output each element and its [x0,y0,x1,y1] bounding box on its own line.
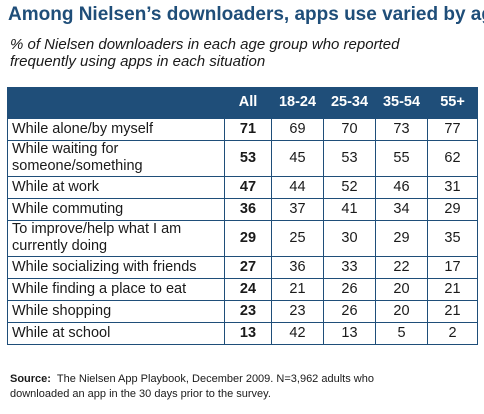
value-cell: 34 [375,197,428,221]
value-cell: 29 [427,197,478,221]
row-label-line: While finding a place to eat [12,280,187,297]
value-cell-all: 29 [224,219,272,257]
header-cell: 18-24 [271,87,324,118]
value-cell: 21 [271,277,324,301]
row-label-line: While commuting [12,200,124,217]
row-label-line: While at work [12,178,100,195]
row-label: While alone/by myself [7,117,225,141]
source-text-line: downloaded an app in the 30 days prior t… [10,388,271,400]
row-label-line: While at school [12,324,111,341]
row-label-line: To improve/help what I am [12,221,182,237]
value-cell: 37 [271,197,324,221]
table-row: While alone/by myself 71 69 70 73 77 [7,117,478,141]
value-cell: 62 [427,139,478,177]
value-cell: 13 [323,321,376,345]
table-header-row: All 18-24 25-34 35-54 55+ [7,87,478,118]
value-cell: 70 [323,117,376,141]
value-cell-all: 23 [224,299,272,323]
row-label-line: While alone/by myself [12,120,154,137]
table-row: While at school 13 42 13 5 2 [7,321,478,345]
value-cell: 77 [427,117,478,141]
value-cell: 41 [323,197,376,221]
value-cell-all: 71 [224,117,272,141]
value-cell: 21 [427,299,478,323]
value-cell: 21 [427,277,478,301]
value-cell: 20 [375,277,428,301]
value-cell: 35 [427,219,478,257]
table-row: To improve/help what I am currently doing… [7,219,478,257]
row-label: While shopping [7,299,225,323]
table-row: While at work 47 44 52 46 31 [7,175,478,199]
value-cell: 55 [375,139,428,177]
row-label: While at work [7,175,225,199]
subtitle-line: % of Nielsen downloaders in each age gro… [10,36,400,53]
table-row: While waiting for someone/something 53 45 53… [7,139,478,177]
row-label: While commuting [7,197,225,221]
table-row: While commuting 36 37 41 34 29 [7,197,478,221]
row-label-line: While shopping [12,302,112,319]
header-cell-blank [7,87,225,118]
value-cell: 31 [427,175,478,199]
value-cell: 17 [427,255,478,279]
header-cell: All [224,87,272,118]
value-cell: 26 [323,277,376,301]
value-cell: 73 [375,117,428,141]
value-cell: 5 [375,321,428,345]
value-cell: 30 [323,219,376,257]
value-cell: 46 [375,175,428,199]
value-cell: 53 [323,139,376,177]
row-label: While waiting for someone/something [7,139,225,177]
value-cell-all: 47 [224,175,272,199]
value-cell: 23 [271,299,324,323]
value-cell: 44 [271,175,324,199]
value-cell: 22 [375,255,428,279]
header-cell: 55+ [427,87,478,118]
value-cell-all: 36 [224,197,272,221]
table-body: While alone/by myself 71 69 70 73 77 While wai… [7,117,478,345]
value-cell: 69 [271,117,324,141]
chart-subtitle: % of Nielsen downloaders in each age gro… [10,36,480,70]
value-cell: 52 [323,175,376,199]
value-cell: 26 [323,299,376,323]
source-text-line: The Nielsen App Playbook, December 2009.… [56,373,374,385]
chart-title: Among Nielsen’s downloaders, apps use va… [8,4,484,25]
value-cell: 20 [375,299,428,323]
row-label-line: While socializing with friends [12,258,197,275]
value-cell: 42 [271,321,324,345]
source-note: Source: The Nielsen App Playbook, Decemb… [10,372,480,402]
header-cell: 35-54 [375,87,428,118]
table-row: While finding a place to eat 24 21 26 20 21 [7,277,478,301]
value-cell-all: 24 [224,277,272,301]
data-table: All 18-24 25-34 35-54 55+ While alone/by mys… [7,87,478,345]
subtitle-line: frequently using apps in each situation [10,53,266,70]
row-label-line: While waiting for [12,141,119,157]
value-cell: 36 [271,255,324,279]
value-cell: 25 [271,219,324,257]
value-cell-all: 27 [224,255,272,279]
row-label: To improve/help what I am currently doing [7,219,225,257]
value-cell: 29 [375,219,428,257]
value-cell: 45 [271,139,324,177]
row-label: While at school [7,321,225,345]
table-row: While socializing with friends 27 36 33 22 17 [7,255,478,279]
row-label-line: someone/something [12,158,143,174]
value-cell: 33 [323,255,376,279]
header-cell: 25-34 [323,87,376,118]
row-label: While finding a place to eat [7,277,225,301]
value-cell-all: 53 [224,139,272,177]
source-label: Source: [10,373,51,385]
table-row: While shopping 23 23 26 20 21 [7,299,478,323]
value-cell: 2 [427,321,478,345]
row-label-line: currently doing [12,238,108,254]
value-cell-all: 13 [224,321,272,345]
row-label: While socializing with friends [7,255,225,279]
